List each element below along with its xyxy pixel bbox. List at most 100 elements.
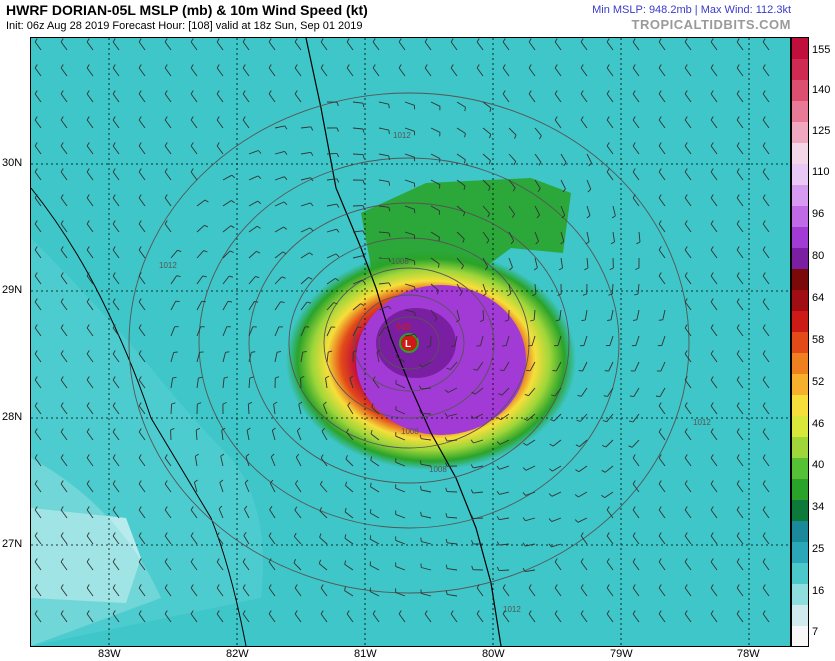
wind-field-map: 1012 1012 1008 1008 1008 1012 1012 L 948	[31, 38, 790, 646]
wind-barb-flag	[684, 116, 688, 121]
wind-barb	[247, 403, 250, 415]
wind-barb-flag	[710, 168, 714, 173]
wind-barb	[112, 145, 120, 155]
wind-barb	[684, 379, 692, 389]
wind-barb	[447, 542, 458, 545]
wind-barb	[248, 200, 258, 207]
wind-barb-flag	[512, 187, 516, 192]
wind-barb	[684, 171, 692, 181]
wind-barb	[378, 231, 390, 234]
wind-barb	[586, 257, 589, 269]
wind-barb	[422, 361, 432, 368]
wind-barb-flag	[302, 350, 307, 353]
wind-barb-flag	[249, 376, 254, 379]
wind-barb	[112, 613, 120, 623]
wind-barb	[421, 567, 432, 571]
wind-barb-flag	[344, 534, 347, 539]
wind-barb	[269, 482, 276, 493]
wind-barb-flag	[463, 212, 466, 217]
wind-barb-flag	[60, 272, 64, 277]
wind-barb	[164, 197, 172, 207]
wind-barb-flag	[190, 116, 194, 121]
wind-barb-flag	[294, 38, 298, 43]
colorbar-segment	[792, 583, 808, 605]
wind-barb-flag	[710, 480, 714, 485]
wind-barb-flag	[336, 228, 340, 233]
wind-barb	[395, 409, 406, 415]
wind-barb	[658, 223, 666, 233]
wind-barb-flag	[268, 64, 272, 69]
wind-barb-flag	[34, 298, 38, 303]
wind-barb-flag	[476, 610, 480, 615]
wind-barb	[736, 353, 744, 363]
wind-barb	[658, 249, 666, 259]
wind-barb	[86, 613, 94, 623]
wind-barb	[86, 353, 94, 363]
wind-barb	[219, 482, 224, 493]
colorbar-label: 155	[812, 44, 831, 56]
wind-barb-flag	[445, 564, 448, 569]
colorbar-segment	[792, 58, 808, 81]
wind-barb-flag	[636, 241, 641, 245]
wind-barb	[684, 41, 692, 51]
wind-barb-flag	[710, 584, 714, 589]
wind-barb-flag	[762, 246, 766, 251]
wind-barb	[502, 613, 510, 623]
wind-barb-flag	[268, 558, 272, 563]
wind-barb	[559, 309, 562, 320]
wind-barb	[710, 41, 718, 51]
wind-barb-flag	[446, 367, 451, 370]
wind-barb	[138, 587, 146, 597]
wind-barb-flag	[632, 584, 636, 589]
wind-barb-flag	[387, 305, 392, 310]
wind-barb	[378, 153, 389, 157]
wind-barb-flag	[684, 246, 688, 251]
wind-barb-flag	[658, 610, 662, 615]
wind-barb-flag	[138, 272, 142, 277]
wind-barb	[369, 591, 380, 597]
wind-barb	[112, 483, 120, 493]
wind-barb-flag	[587, 188, 592, 193]
wind-barb-flag	[361, 279, 366, 284]
wind-barb-flag	[658, 428, 662, 433]
east-coastline	[305, 38, 502, 646]
wind-barb-flag	[388, 155, 390, 160]
wind-barb-flag	[459, 292, 463, 296]
lon-label: 82W	[226, 648, 249, 660]
wind-barb	[244, 482, 250, 493]
wind-barb-flag	[336, 203, 340, 208]
wind-barb	[553, 413, 562, 422]
wind-barb-flag	[372, 376, 376, 381]
wind-barb	[579, 439, 588, 447]
wind-barb	[456, 231, 465, 240]
wind-barb	[320, 484, 328, 493]
wind-barb-flag	[164, 142, 168, 147]
wind-barb	[216, 613, 224, 623]
wind-barb-flag	[34, 246, 38, 251]
wind-barb	[482, 309, 485, 321]
wind-barb	[190, 613, 198, 623]
wind-barb	[684, 509, 692, 519]
wind-barb	[190, 67, 198, 77]
wind-barb	[352, 279, 363, 285]
wind-barb-flag	[269, 479, 274, 484]
wind-barb-flag	[489, 134, 492, 139]
wind-barb	[60, 353, 68, 363]
wind-barb	[345, 485, 354, 493]
wind-barb	[508, 283, 512, 294]
wind-barb-flag	[710, 64, 714, 69]
wind-barb	[661, 335, 666, 346]
wind-barb-flag	[608, 293, 613, 296]
wind-barb-flag	[60, 38, 64, 43]
wind-barb-flag	[420, 511, 422, 516]
wind-barb-flag	[418, 385, 422, 390]
storm-pressure-label: 948	[396, 322, 411, 332]
wind-barb	[352, 127, 364, 130]
wind-barb-flag	[606, 90, 610, 95]
wind-barb-flag	[243, 532, 247, 536]
wind-barb	[268, 41, 276, 51]
wind-barb	[34, 431, 42, 441]
wind-barb-flag	[349, 375, 354, 379]
colorbar-segment	[792, 520, 808, 542]
wind-barb	[551, 491, 562, 497]
